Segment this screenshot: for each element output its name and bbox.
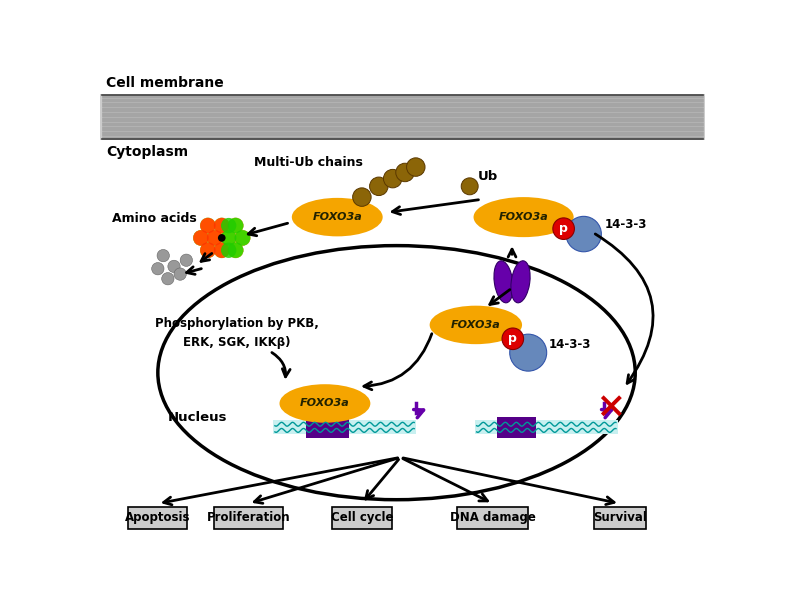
Circle shape xyxy=(221,230,236,245)
Circle shape xyxy=(235,230,250,245)
Circle shape xyxy=(168,260,181,273)
FancyBboxPatch shape xyxy=(100,94,705,140)
Circle shape xyxy=(207,230,222,245)
Circle shape xyxy=(407,158,425,176)
Text: Proliferation: Proliferation xyxy=(207,511,290,524)
Text: Cell membrane: Cell membrane xyxy=(106,76,224,90)
Text: 14-3-3: 14-3-3 xyxy=(604,218,647,232)
Circle shape xyxy=(228,242,243,258)
FancyBboxPatch shape xyxy=(214,507,283,529)
Text: Amino acids: Amino acids xyxy=(111,212,196,225)
Circle shape xyxy=(502,328,524,350)
Circle shape xyxy=(228,218,243,233)
Circle shape xyxy=(214,242,229,258)
Circle shape xyxy=(193,230,209,245)
Circle shape xyxy=(566,216,601,252)
Circle shape xyxy=(193,230,209,245)
FancyBboxPatch shape xyxy=(128,507,188,529)
Text: Phosphorylation by PKB,
ERK, SGK, IKKβ): Phosphorylation by PKB, ERK, SGK, IKKβ) xyxy=(155,317,319,349)
FancyBboxPatch shape xyxy=(475,420,618,434)
Circle shape xyxy=(200,242,216,258)
Ellipse shape xyxy=(494,260,513,303)
Circle shape xyxy=(157,250,170,262)
Text: p: p xyxy=(509,332,517,346)
Circle shape xyxy=(228,242,243,258)
Text: Nucleus: Nucleus xyxy=(168,411,228,424)
Circle shape xyxy=(462,178,478,195)
Text: DNA damage: DNA damage xyxy=(450,511,535,524)
FancyBboxPatch shape xyxy=(594,507,645,529)
Text: Ub: Ub xyxy=(477,170,498,183)
Circle shape xyxy=(509,334,546,371)
Ellipse shape xyxy=(511,260,530,303)
Circle shape xyxy=(214,218,229,233)
FancyBboxPatch shape xyxy=(306,417,349,438)
Circle shape xyxy=(396,163,414,182)
Circle shape xyxy=(200,242,216,258)
Circle shape xyxy=(181,254,192,267)
Ellipse shape xyxy=(292,198,382,236)
Text: Survival: Survival xyxy=(593,511,647,524)
Text: FOXO3a: FOXO3a xyxy=(312,212,362,222)
Circle shape xyxy=(152,262,164,275)
FancyBboxPatch shape xyxy=(498,417,536,438)
FancyBboxPatch shape xyxy=(332,507,392,529)
Circle shape xyxy=(553,218,575,239)
Text: FOXO3a: FOXO3a xyxy=(451,320,501,330)
Circle shape xyxy=(174,268,186,280)
FancyBboxPatch shape xyxy=(458,507,528,529)
Text: p: p xyxy=(559,222,568,235)
Circle shape xyxy=(235,230,250,245)
Text: Multi-Ub chains: Multi-Ub chains xyxy=(254,156,363,169)
Circle shape xyxy=(200,218,216,233)
Circle shape xyxy=(228,218,243,233)
Circle shape xyxy=(221,218,236,233)
Text: FOXO3a: FOXO3a xyxy=(300,399,350,408)
Circle shape xyxy=(352,188,371,206)
Circle shape xyxy=(221,230,236,245)
Circle shape xyxy=(214,242,229,258)
Circle shape xyxy=(218,234,225,242)
FancyBboxPatch shape xyxy=(273,420,416,434)
Ellipse shape xyxy=(279,384,371,423)
Circle shape xyxy=(200,218,216,233)
Circle shape xyxy=(214,218,229,233)
Text: Cytoplasm: Cytoplasm xyxy=(106,145,188,159)
Circle shape xyxy=(370,177,388,195)
Text: 14-3-3: 14-3-3 xyxy=(548,338,590,352)
Text: Apoptosis: Apoptosis xyxy=(125,511,191,524)
Circle shape xyxy=(162,273,174,285)
Circle shape xyxy=(383,169,402,188)
Text: FOXO3a: FOXO3a xyxy=(498,212,549,222)
Circle shape xyxy=(207,230,222,245)
Circle shape xyxy=(221,242,236,258)
Ellipse shape xyxy=(429,306,522,344)
Text: Cell cycle: Cell cycle xyxy=(330,511,393,524)
Ellipse shape xyxy=(473,197,574,237)
